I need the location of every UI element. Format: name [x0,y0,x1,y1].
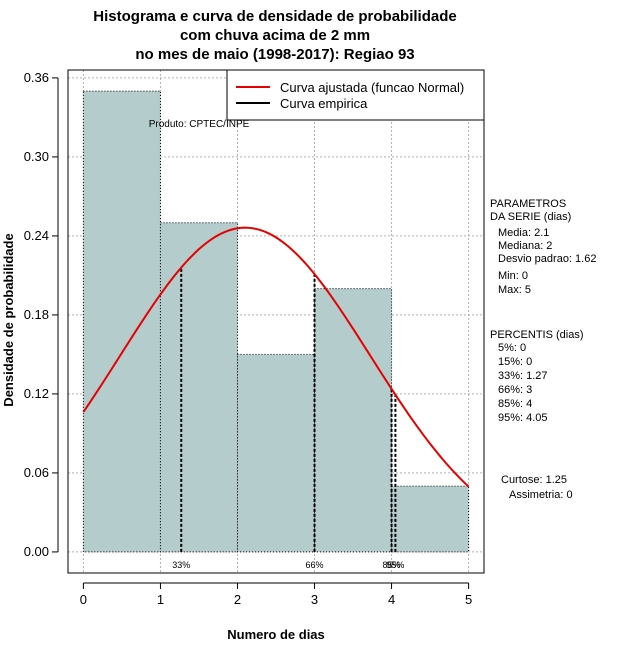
histogram-bar-4 [391,485,470,553]
curves [82,226,470,488]
param-mediana: Mediana: 2 [498,240,552,252]
y-tick-label-3: 0.18 [24,307,49,322]
percentil-33: 33%: 1.27 [498,370,548,382]
assimetria-value: Assimetria: 0 [509,489,573,501]
histogram-bar-0 [82,90,161,553]
percentil-85: 85%: 4 [498,398,532,410]
percentile-label-2: 85% [383,560,401,570]
percentile-label-3: 95% [386,560,404,570]
percentil-15: 15%: 0 [498,356,532,368]
x-tick-label-3: 3 [311,592,318,607]
x-tick-label-1: 1 [157,592,164,607]
params-header-line-2: DA SERIE (dias) [490,211,571,223]
curtose-value: Curtose: 1.25 [501,474,567,486]
y-tick-label-1: 0.06 [24,465,49,480]
legend-label-normal: Curva ajustada (funcao Normal) [280,80,464,95]
param-max: Max: 5 [498,284,531,296]
legend-box [226,69,485,121]
histogram-bar-3 [314,288,393,553]
percentile-label-0: 33% [172,560,190,570]
y-tick-label-5: 0.30 [24,149,49,164]
x-tick-label-2: 2 [234,592,241,607]
shape-stats-panel: Curtose: 1.25 Assimetria: 0 [501,474,573,501]
param-min: Min: 0 [498,270,528,282]
percentiles-panel: PERCENTIS (dias) 5%: 0 15%: 0 33%: 1.27 … [490,329,584,424]
x-tick-label-0: 0 [80,592,87,607]
percentile-lines: 33% 66% 85%95% [172,267,404,570]
percentil-95: 95%: 4.05 [498,412,548,424]
x-tick-label-4: 4 [388,592,395,607]
histogram-bar-1 [159,222,238,553]
percentile-label-1: 66% [306,560,324,570]
parameters-panel: PARAMETROS DA SERIE (dias) Media: 2.1 Me… [490,198,596,296]
chart-title-line-2: com chuva acima de 2 mm [180,27,370,44]
legend: Curva ajustada (funcao Normal) Curva emp… [226,69,485,121]
chart-title-line-3: no mes de maio (1998-2017): Regiao 93 [135,46,414,63]
y-tick-label-4: 0.24 [24,228,49,243]
param-media: Media: 2.1 [498,227,549,239]
percentil-66: 66%: 3 [498,384,532,396]
chart-title-line-1: Histograma e curva de densidade de proba… [93,8,456,25]
legend-label-empirical: Curva empirica [280,96,368,111]
watermark-text: Produto: CPTEC/INPE [149,119,250,130]
x-axis-title: Numero de dias [227,627,325,642]
y-tick-label-6: 0.36 [24,70,49,85]
axes: 0 1 2 3 4 5 0.00 0.06 0.12 0.18 0.24 0.30 0.36 [24,70,473,607]
y-tick-label-0: 0.00 [24,544,49,559]
param-desvio: Desvio padrao: 1.62 [498,253,596,265]
histogram-bar-2 [236,353,316,553]
percentil-5: 5%: 0 [498,342,526,354]
histogram-bars [82,90,470,553]
percentis-header: PERCENTIS (dias) [490,329,584,341]
normal-curve [82,226,470,488]
x-tick-label-5: 5 [465,592,472,607]
y-tick-label-2: 0.12 [24,386,49,401]
params-header-line-1: PARAMETROS [490,198,566,210]
y-axis-title: Densidade de probabilidade [1,233,16,406]
